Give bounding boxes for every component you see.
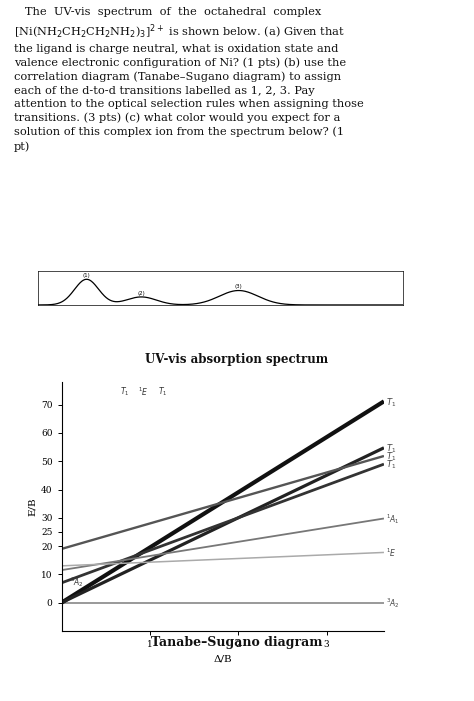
Text: $^3A_2$: $^3A_2$	[70, 575, 83, 589]
Text: $T_1$: $T_1$	[386, 442, 396, 455]
Text: Tanabe–Sugano diagram: Tanabe–Sugano diagram	[151, 636, 323, 649]
Text: UV-vis absorption spectrum: UV-vis absorption spectrum	[146, 353, 328, 366]
Text: $T_1$: $T_1$	[386, 450, 396, 463]
Text: $T_1$: $T_1$	[120, 385, 130, 397]
Y-axis label: E/B: E/B	[28, 497, 37, 516]
Text: $^3A_2$: $^3A_2$	[386, 596, 400, 610]
X-axis label: Δ/B: Δ/B	[213, 655, 232, 663]
Text: $T_1$: $T_1$	[386, 458, 396, 471]
Text: (1): (1)	[82, 273, 91, 278]
Text: $^1E$: $^1E$	[386, 546, 396, 559]
Text: $T_1$: $T_1$	[157, 385, 167, 397]
Text: $^1E$: $^1E$	[138, 385, 149, 397]
Text: $^1A_1$: $^1A_1$	[386, 512, 400, 526]
Text: (3): (3)	[235, 285, 243, 290]
Text: The  UV-vis  spectrum  of  the  octahedral  complex
[Ni(NH$_2$CH$_2$CH$_2$NH$_2$: The UV-vis spectrum of the octahedral co…	[14, 7, 364, 151]
Text: $T_1$: $T_1$	[386, 396, 396, 409]
Text: (2): (2)	[137, 291, 145, 296]
